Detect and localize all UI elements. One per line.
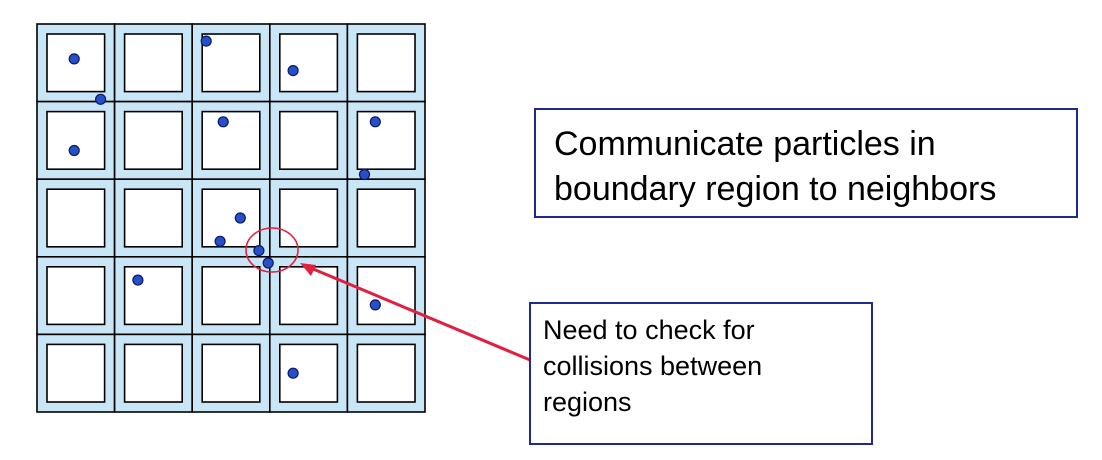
particle-9 [234, 212, 246, 224]
interior-square-r0-c2 [201, 33, 261, 93]
region-grid [36, 23, 426, 413]
particle-11 [253, 245, 265, 257]
interior-square-r0-c1 [123, 33, 183, 93]
particle-10 [214, 235, 226, 247]
particle-13 [132, 274, 144, 286]
interior-square-r4-c1 [123, 343, 183, 403]
interior-square-r1-c2 [201, 110, 261, 170]
interior-square-r2-c1 [123, 188, 183, 248]
particle-4 [287, 64, 299, 77]
interior-square-r3-c2 [201, 265, 261, 326]
particle-12 [262, 257, 274, 269]
interior-square-r0-c4 [356, 33, 416, 93]
interior-square-r3-c1 [123, 265, 183, 326]
interior-square-r1-c4 [356, 110, 416, 170]
particle-3 [200, 35, 212, 47]
collision-pointer-arrow [305, 264, 531, 362]
communicate-callout: Communicate particles in boundary region… [534, 108, 1078, 218]
interior-square-r4-c2 [201, 343, 261, 403]
particle-6 [217, 116, 229, 128]
particle-8 [358, 168, 371, 181]
communicate-callout-line-2: boundary region to neighbors [554, 170, 997, 208]
collisions-callout-line-1: Need to check for [543, 315, 755, 345]
collision-highlight-ellipse [245, 227, 299, 273]
interior-square-r4-c4 [356, 343, 416, 403]
particle-1 [68, 53, 80, 65]
interior-square-r1-c3 [278, 110, 339, 170]
collision-pointer-arrowhead [300, 263, 316, 276]
collisions-callout-line-3: regions [543, 387, 632, 417]
communicate-callout-line-1: Communicate particles in [554, 125, 936, 163]
particle-7 [369, 116, 381, 128]
interior-square-r3-c4 [356, 265, 416, 326]
interior-square-r2-c3 [278, 188, 339, 248]
interior-square-r4-c0 [46, 343, 106, 403]
particle-5 [68, 144, 80, 157]
particle-2 [94, 93, 107, 105]
interior-square-r2-c0 [46, 188, 106, 248]
interior-square-r1-c1 [123, 110, 183, 170]
interior-square-r2-c2 [201, 188, 261, 248]
particle-15 [287, 367, 299, 379]
collisions-callout-line-2: collisions between [543, 351, 763, 381]
particles [68, 35, 381, 379]
particle-14 [369, 299, 381, 311]
interior-square-r2-c4 [356, 188, 416, 248]
interior-square-r1-c0 [46, 110, 106, 170]
interior-square-r0-c3 [278, 33, 339, 93]
interior-square-r3-c0 [46, 265, 106, 326]
collisions-callout: Need to check for collisions between reg… [529, 302, 873, 445]
